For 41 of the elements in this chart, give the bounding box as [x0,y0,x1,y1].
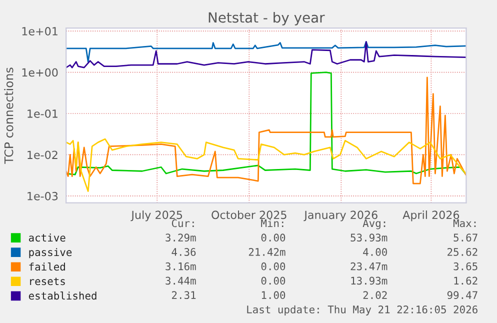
text: Max: [453,219,476,228]
text: 0.00 [261,276,286,285]
line-series [66,41,466,68]
y-tick-label: 1e-03 [28,192,58,200]
x-tick-label: October 2025 [212,210,286,220]
text: 5.67 [454,234,478,242]
text: 13.93m [351,276,388,285]
text: Avg: [362,219,386,230]
text: 1.00 [262,291,286,300]
y-tick-label: 1e-02 [28,150,58,160]
text: Min: [261,219,284,228]
legend-label: active [28,234,66,242]
y-axis-title: TCP connections [4,68,14,164]
text: 23.47m [350,262,388,270]
line-series [66,138,466,192]
legend-label: established [28,292,96,300]
chart-title: Netstat - by year [208,12,325,26]
y-tick-label: 1e+01 [22,27,58,36]
text: 3.44m [166,276,196,285]
text: 2.02 [363,291,387,300]
text: 4.36 [172,248,196,256]
text: 0.00 [261,262,286,270]
text: 3.29m [166,234,196,242]
text: 21.42m [248,248,286,256]
y-tick-label: 1e-01 [28,109,58,118]
text: 3.16m [166,262,196,270]
text: Last update: Thu May 21 22:16:05 2026 [247,305,478,316]
legend-label: passive [29,248,72,258]
line-series [66,41,466,62]
text: 1.62 [454,276,478,285]
text: Cur: [172,219,194,228]
legend-label: resets [30,278,65,286]
text: 3.65 [454,262,478,270]
text: 4.00 [363,248,387,256]
text: 53.93m [350,234,388,242]
text: 25.62 [448,248,478,256]
text: 2.31 [172,291,196,300]
text: 99.47 [447,291,478,300]
legend-label: failed [29,262,65,271]
text: 0.00 [261,234,286,242]
y-tick-label: 1e+00 [22,68,58,77]
